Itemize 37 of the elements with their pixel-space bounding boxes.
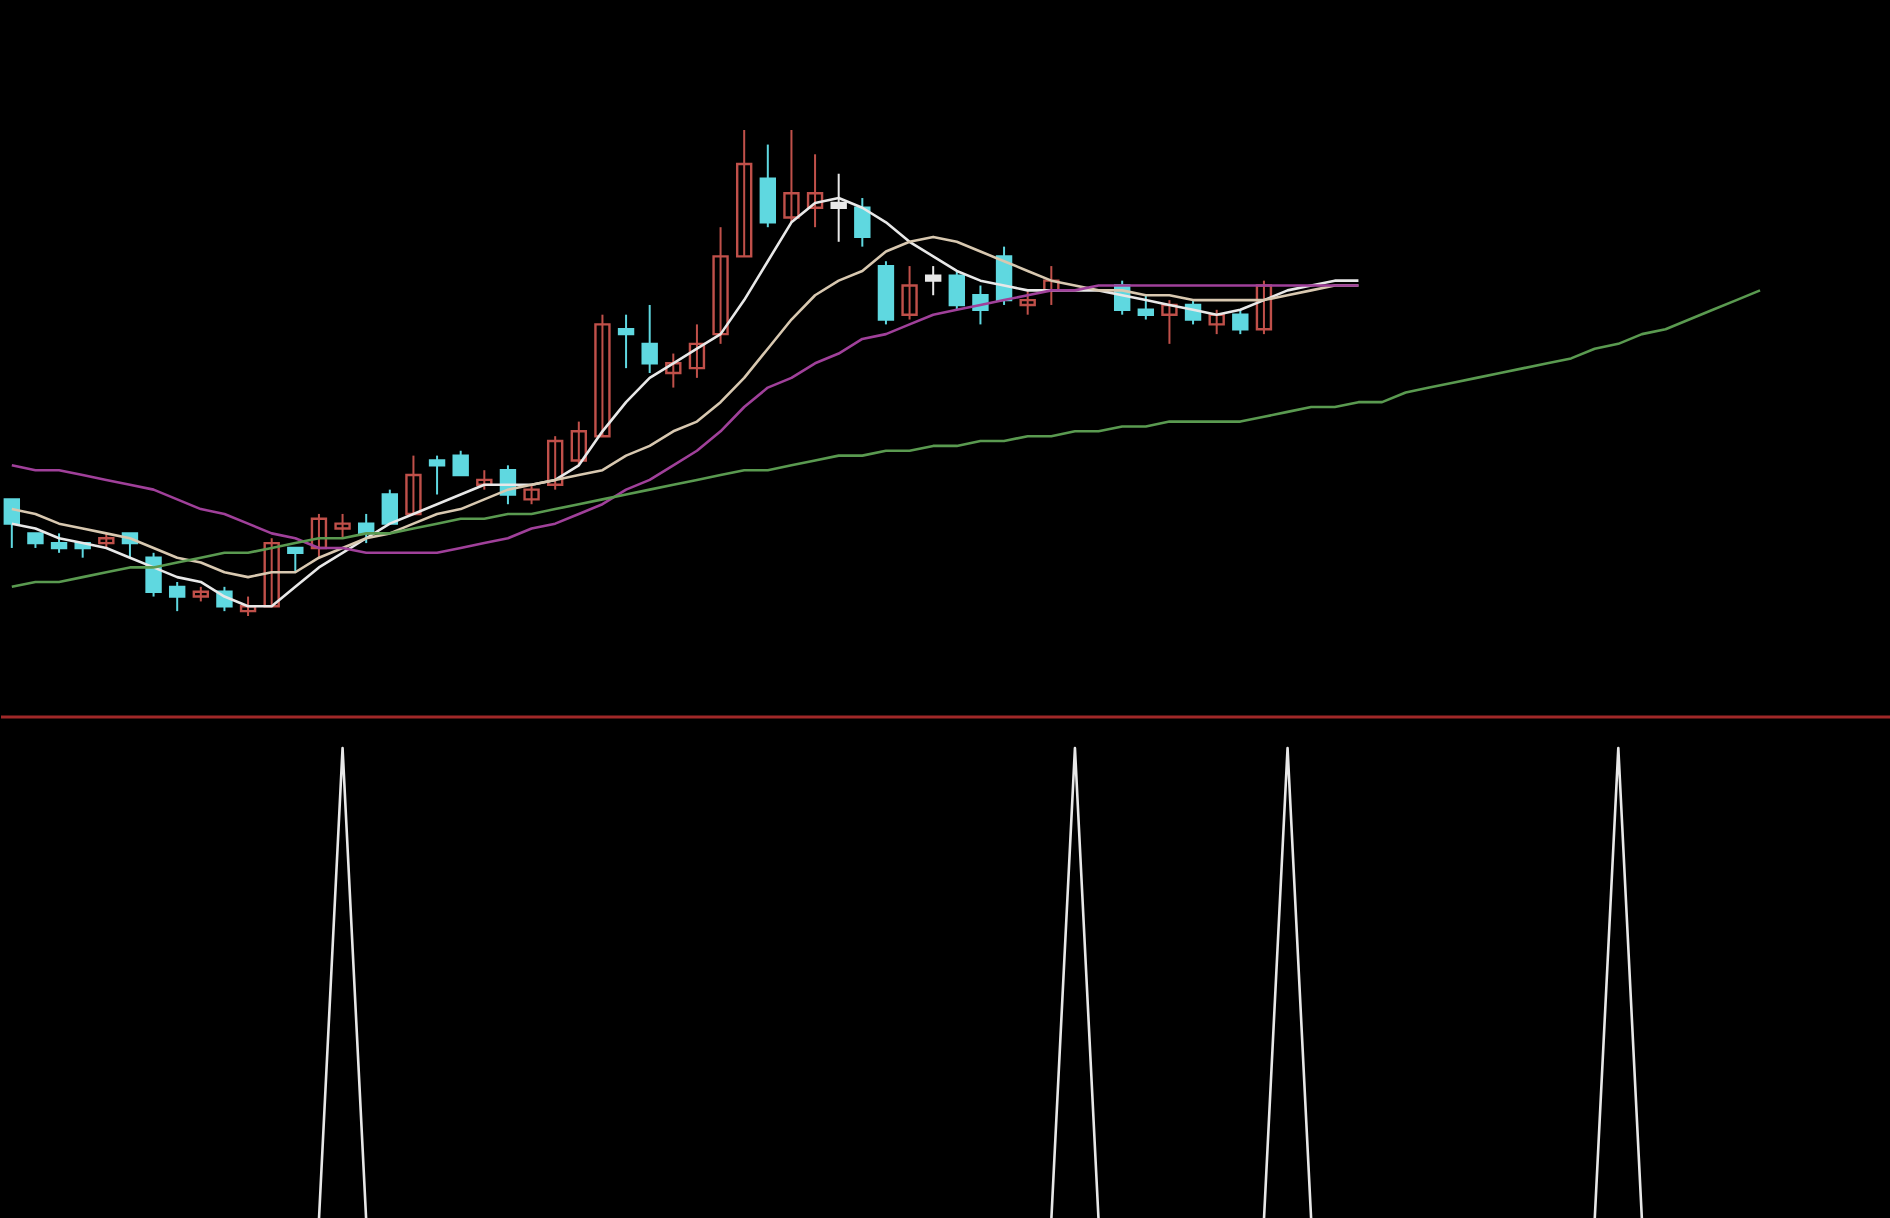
- candlestick: [783, 129, 800, 224]
- candlestick: [50, 532, 68, 554]
- candlestick: [381, 488, 399, 525]
- candlestick: [594, 313, 611, 438]
- candlestick: [735, 129, 753, 258]
- candlestick: [263, 537, 280, 608]
- candlestick: [1232, 308, 1249, 336]
- candlestick: [806, 153, 824, 229]
- candlestick: [1019, 289, 1036, 316]
- candlestick: [334, 512, 351, 540]
- candlestick: [665, 352, 682, 389]
- candlestick: [570, 420, 588, 467]
- candlestick: [617, 313, 635, 370]
- candlestick: [405, 454, 422, 516]
- candlestick: [1161, 299, 1178, 345]
- candlestick: [168, 580, 186, 613]
- candlestick: [1043, 265, 1060, 306]
- candlestick: [523, 483, 540, 506]
- candlestick: [924, 265, 942, 297]
- candlestick: [428, 454, 446, 496]
- candlestick: [688, 323, 706, 379]
- candlestick: [641, 303, 658, 374]
- candlestick: [948, 269, 966, 311]
- candlestick: [1255, 279, 1273, 336]
- candlestick: [712, 226, 729, 345]
- candlestick: [1208, 308, 1225, 336]
- candlestick: [476, 469, 493, 491]
- candlestick: [310, 512, 328, 559]
- candlestick: [1137, 294, 1155, 321]
- candlestick: [3, 498, 21, 549]
- candlestick: [239, 595, 257, 617]
- candlestick: [546, 435, 564, 491]
- candlestick: [854, 197, 871, 248]
- candlestick: [287, 546, 304, 574]
- candlestick: [452, 449, 469, 477]
- candlestick: [901, 265, 918, 321]
- candlestick: [759, 143, 777, 229]
